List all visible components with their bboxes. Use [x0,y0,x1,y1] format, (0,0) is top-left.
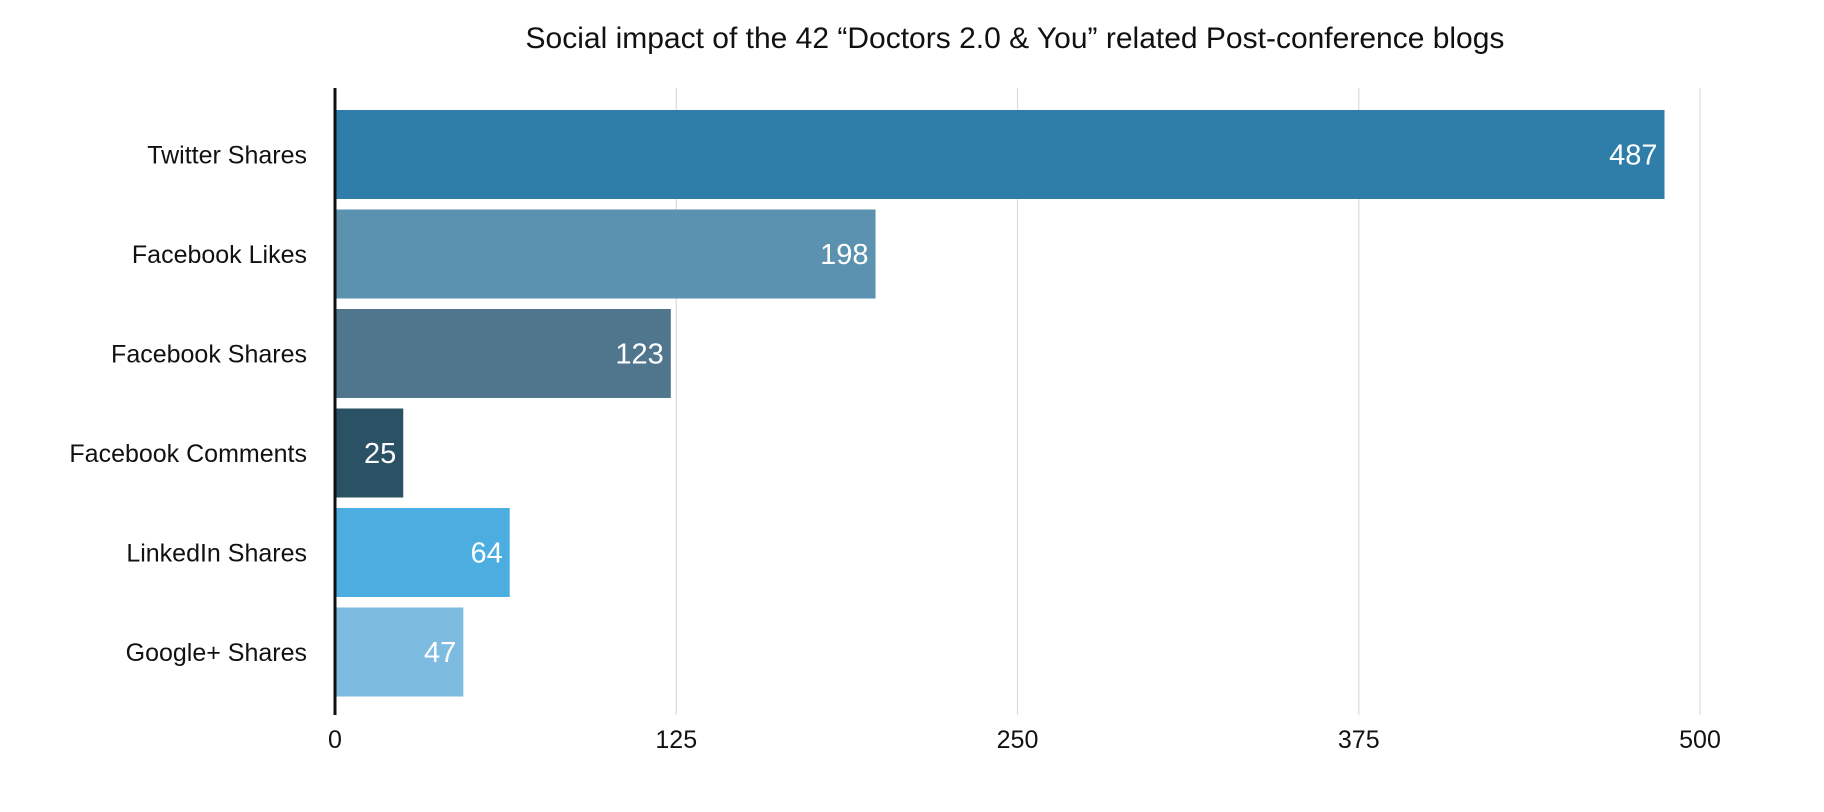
bar [335,209,876,299]
chart-title: Social impact of the 42 “Doctors 2.0 & Y… [525,22,1505,55]
bar-value-label: 25 [364,438,396,470]
category-label: Google+ Shares [126,639,307,667]
category-label: Facebook Likes [132,241,307,269]
bars [335,110,1665,697]
labels: 0 125 250 375 500 487 Twitter Shares 198 Faceboo… [69,140,1720,755]
category-label: LinkedIn Shares [126,540,307,568]
bar [335,309,671,398]
bar-value-label: 198 [820,239,868,271]
x-tick-label: 0 [328,726,342,754]
bar [335,408,404,498]
bar-value-label: 123 [615,339,663,371]
bar-value-label: 47 [424,637,456,669]
x-tick-label: 500 [1679,726,1721,754]
category-label: Facebook Shares [111,341,307,369]
bar-value-label: 487 [1609,140,1657,172]
x-tick-label: 250 [997,726,1039,754]
bar [335,607,464,697]
category-label: Twitter Shares [147,142,307,170]
x-tick-label: 375 [1338,726,1380,754]
bar [335,110,1665,199]
category-label: Facebook Comments [69,440,307,468]
bar-value-label: 64 [470,538,502,570]
x-tick-label: 125 [655,726,697,754]
bar [335,508,510,597]
